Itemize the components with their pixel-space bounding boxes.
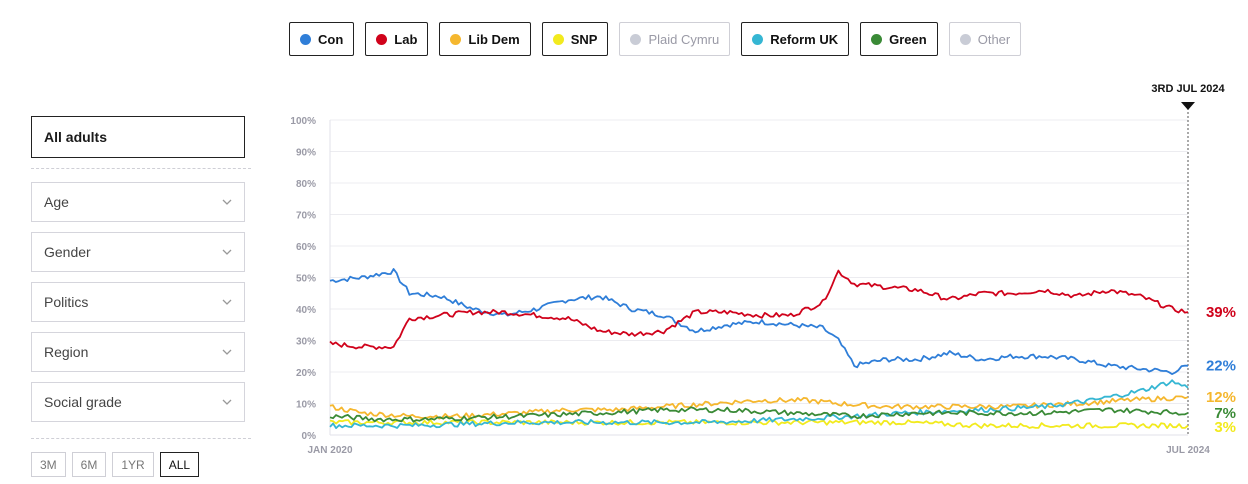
legend-label: Other — [977, 31, 1011, 47]
current-date-marker-label: 3RD JUL 2024 — [1151, 83, 1225, 95]
y-tick-label: 0% — [302, 431, 317, 442]
end-value-label-lab: 39% — [1206, 304, 1236, 321]
end-value-label-lib-dem: 12% — [1206, 389, 1236, 406]
legend-label: Reform UK — [770, 31, 839, 47]
y-tick-label: 100% — [290, 116, 316, 127]
legend-dot-icon — [376, 33, 388, 45]
audience-all-adults-button[interactable]: All adults — [31, 116, 245, 158]
dropdown-label: Age — [44, 194, 69, 210]
dropdown-label: Region — [44, 344, 89, 360]
y-tick-label: 20% — [296, 368, 316, 379]
legend-label: Lib Dem — [468, 31, 520, 47]
legend-con-toggle[interactable]: Con — [289, 22, 355, 56]
legend-snp-toggle[interactable]: SNP — [541, 22, 609, 56]
series-line-reform-uk — [329, 379, 1189, 429]
legend-label: Plaid Cymru — [648, 31, 720, 47]
legend-label: Con — [318, 31, 344, 47]
end-value-label-snp: 3% — [1214, 419, 1236, 436]
legend-plaid-cymru-toggle[interactable]: Plaid Cymru — [619, 22, 731, 56]
filter-age-dropdown[interactable]: Age — [31, 182, 245, 222]
dropdown-label: Social grade — [44, 394, 122, 410]
chevron-down-icon — [222, 249, 232, 255]
x-tick-label-end: JUL 2024 — [1166, 445, 1210, 456]
legend-lab-toggle[interactable]: Lab — [365, 22, 429, 56]
legend-label: SNP — [570, 31, 598, 47]
chevron-down-icon — [222, 299, 232, 305]
chevron-down-icon — [222, 399, 232, 405]
legend-label: Lab — [394, 31, 418, 47]
series-line-lib-dem — [329, 395, 1189, 420]
y-tick-label: 80% — [296, 179, 316, 190]
legend-dot-icon — [871, 33, 883, 45]
y-tick-label: 70% — [296, 211, 316, 222]
series-line-lab — [329, 269, 1189, 350]
filter-panel: All adults Age Gender Politics Region Social… — [31, 116, 251, 432]
y-tick-label: 30% — [296, 337, 316, 348]
legend-dot-icon — [959, 33, 971, 45]
legend-other-toggle[interactable]: Other — [948, 22, 1022, 56]
x-tick-label-start: JAN 2020 — [307, 445, 352, 456]
filter-politics-dropdown[interactable]: Politics — [31, 282, 245, 322]
y-tick-label: 90% — [296, 148, 316, 159]
series-line-snp — [329, 419, 1189, 429]
divider — [31, 168, 251, 169]
range-6m-button[interactable]: 6M — [71, 452, 107, 477]
y-tick-label: 60% — [296, 242, 316, 253]
dropdown-label: Politics — [44, 294, 89, 310]
range-all-button[interactable]: ALL — [159, 452, 200, 477]
range-3m-button[interactable]: 3M — [31, 452, 66, 477]
end-value-label-green: 7% — [1214, 405, 1236, 422]
chevron-down-icon — [222, 349, 232, 355]
legend-dot-icon — [630, 33, 642, 45]
legend-reform-uk-toggle[interactable]: Reform UK — [741, 22, 850, 56]
series-line-green — [329, 406, 1189, 423]
legend-dot-icon — [752, 33, 764, 45]
legend-dot-icon — [450, 33, 462, 45]
end-value-label-con: 22% — [1206, 358, 1236, 375]
marker-triangle-icon — [1181, 102, 1195, 110]
legend-green-toggle[interactable]: Green — [860, 22, 938, 56]
chevron-down-icon — [222, 199, 232, 205]
filter-dropdowns: Age Gender Politics Region Social grade — [31, 182, 251, 422]
series-line-con — [329, 268, 1188, 375]
range-1yr-button[interactable]: 1YR — [112, 452, 154, 477]
y-tick-label: 10% — [296, 400, 316, 411]
y-tick-label: 40% — [296, 305, 316, 316]
divider — [31, 438, 251, 439]
time-range-selector: 3M 6M 1YR ALL — [31, 452, 200, 477]
dropdown-label: Gender — [44, 244, 91, 260]
legend-dot-icon — [300, 33, 311, 45]
party-legend: Con Lab Lib Dem SNP Plaid Cymru Reform UK Gree… — [289, 22, 1022, 56]
filter-social-grade-dropdown[interactable]: Social grade — [31, 382, 245, 422]
legend-dot-icon — [552, 33, 564, 45]
polling-line-chart: 0% 10% 20% 30% 40% 50% 60% 70% 80% 90% 100% JAN 202… — [290, 83, 1236, 456]
legend-label: Green — [889, 31, 927, 47]
filter-region-dropdown[interactable]: Region — [31, 332, 245, 372]
y-tick-label: 50% — [296, 274, 316, 285]
filter-gender-dropdown[interactable]: Gender — [31, 232, 245, 272]
legend-lib-dem-toggle[interactable]: Lib Dem — [439, 22, 531, 56]
